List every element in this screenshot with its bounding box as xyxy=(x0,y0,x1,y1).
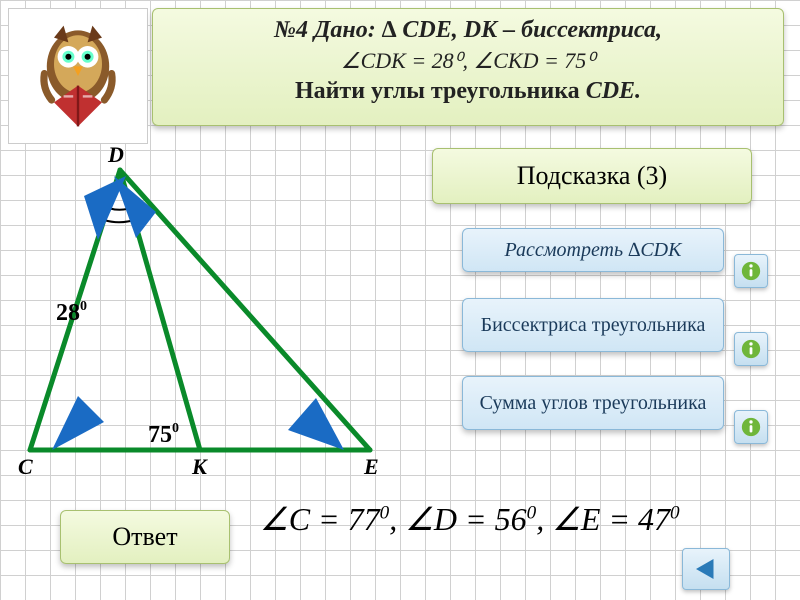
answer-text: ∠C = 770, ∠D = 560, ∠E = 470 xyxy=(260,500,730,538)
hint-item-3[interactable]: Сумма углов треугольника xyxy=(462,376,724,430)
info-icon xyxy=(740,416,762,438)
info-button-3[interactable] xyxy=(734,410,768,444)
owl-illustration xyxy=(8,8,148,144)
svg-text:750: 750 xyxy=(148,421,179,448)
hint-item-1[interactable]: Рассмотреть ∆CDK xyxy=(462,228,724,272)
hint-title-label: Подсказка (3) xyxy=(517,161,667,191)
vertex-k-label: К xyxy=(192,454,207,480)
triangle-left-icon xyxy=(691,554,721,584)
problem-task: Найти углы треугольника CDE. xyxy=(163,78,773,105)
hint-item-3-label: Сумма углов треугольника xyxy=(480,392,707,414)
answer-button[interactable]: Ответ xyxy=(60,510,230,564)
vertex-d-label: D xyxy=(108,142,124,168)
hint-item-2-label: Биссектриса треугольника xyxy=(481,314,706,336)
info-button-2[interactable] xyxy=(734,332,768,366)
hint-title-box[interactable]: Подсказка (3) xyxy=(432,148,752,204)
svg-text:280: 280 xyxy=(56,299,87,326)
info-icon xyxy=(740,260,762,282)
problem-angles: ∠CDK = 28⁰, ∠CKD = 75⁰ xyxy=(163,48,773,74)
nav-back-button[interactable] xyxy=(682,548,730,590)
owl-icon xyxy=(18,16,138,136)
answer-button-label: Ответ xyxy=(112,522,177,552)
vertex-e-label: Е xyxy=(364,454,379,480)
problem-statement: №4 Дано: ∆ CDE, DK – биссектриса, ∠CDK =… xyxy=(152,8,784,126)
problem-given: №4 Дано: ∆ CDE, DK – биссектриса, xyxy=(163,17,773,44)
hint-item-1-label: Рассмотреть ∆CDK xyxy=(505,239,682,261)
hint-item-2[interactable]: Биссектриса треугольника xyxy=(462,298,724,352)
info-icon xyxy=(740,338,762,360)
vertex-c-label: С xyxy=(18,454,33,480)
info-button-1[interactable] xyxy=(734,254,768,288)
triangle-diagram: 280 750 D С К Е xyxy=(0,140,420,480)
